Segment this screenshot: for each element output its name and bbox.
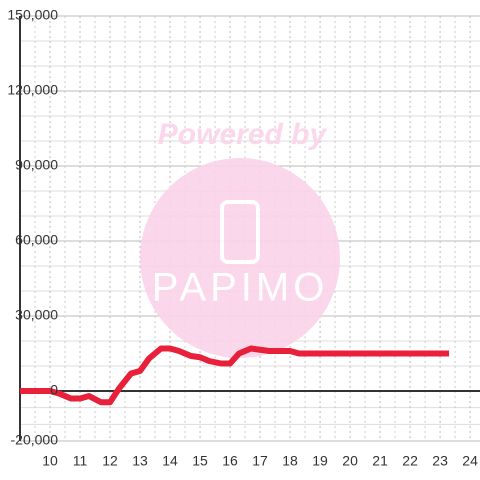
x-tick-label: 12 [102, 453, 118, 469]
watermark-circle [140, 158, 340, 358]
y-tick-label: 120,000 [7, 82, 58, 98]
x-tick-label: 23 [432, 453, 448, 469]
x-tick-label: 16 [222, 453, 238, 469]
x-tick-label: 11 [73, 453, 88, 469]
y-tick-label: 0 [50, 382, 58, 398]
watermark-text: Powered by [158, 118, 328, 151]
watermark-icon [220, 200, 260, 264]
x-tick-label: 14 [162, 453, 178, 469]
x-tick-label: 19 [312, 453, 328, 469]
x-tick-label: 21 [372, 453, 388, 469]
x-tick-label: 18 [282, 453, 298, 469]
y-tick-label: 150,000 [7, 7, 58, 23]
watermark-brand: PAPIMO [152, 266, 329, 310]
x-tick-label: 13 [132, 453, 148, 469]
x-tick-label: 22 [402, 453, 418, 469]
x-tick-label: 10 [42, 453, 58, 469]
y-tick-label: 60,000 [15, 232, 58, 248]
x-tick-label: 15 [192, 453, 208, 469]
y-tick-label: 30,000 [15, 307, 58, 323]
x-tick-label: 17 [252, 453, 268, 469]
y-tick-label: 90,000 [15, 157, 58, 173]
x-tick-label: 20 [342, 453, 358, 469]
series-line [20, 345, 450, 406]
y-tick-label: -20,000 [11, 432, 59, 448]
watermark: Powered by PAPIMO [140, 118, 340, 358]
x-tick-label: 24 [462, 453, 478, 469]
